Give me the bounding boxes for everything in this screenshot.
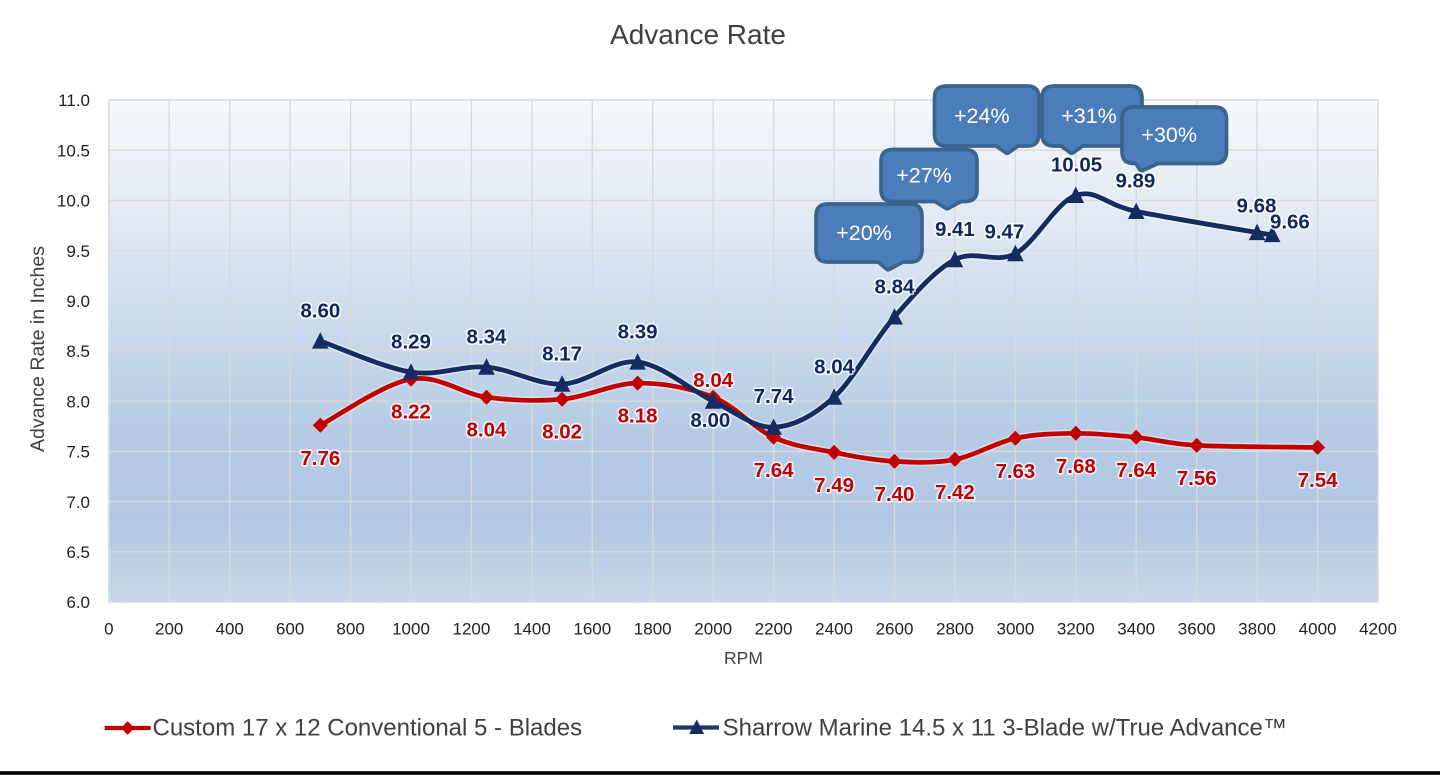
svg-text:400: 400	[216, 619, 244, 638]
svg-text:8.34: 8.34	[467, 326, 507, 349]
svg-text:8.29: 8.29	[391, 331, 431, 354]
svg-text:9.89: 9.89	[1115, 170, 1155, 193]
svg-text:4000: 4000	[1299, 619, 1337, 638]
svg-text:+24%: +24%	[954, 104, 1010, 128]
svg-text:800: 800	[336, 619, 364, 638]
svg-text:8.39: 8.39	[618, 321, 658, 344]
svg-text:10.0: 10.0	[57, 192, 90, 211]
svg-text:7.74: 7.74	[754, 385, 794, 408]
svg-text:1600: 1600	[573, 619, 611, 638]
svg-text:3800: 3800	[1238, 619, 1276, 638]
svg-text:7.64: 7.64	[754, 459, 794, 482]
svg-text:+30%: +30%	[1141, 123, 1197, 147]
svg-text:3600: 3600	[1178, 619, 1216, 638]
svg-text:2800: 2800	[936, 619, 974, 638]
svg-text:200: 200	[155, 619, 183, 638]
svg-text:7.5: 7.5	[66, 443, 90, 462]
svg-text:7.54: 7.54	[1298, 469, 1338, 492]
svg-text:1200: 1200	[452, 619, 490, 638]
svg-text:8.17: 8.17	[542, 343, 582, 366]
svg-text:7.76: 7.76	[300, 447, 340, 470]
svg-text:7.68: 7.68	[1056, 455, 1096, 478]
svg-text:10.5: 10.5	[57, 141, 90, 160]
svg-text:7.56: 7.56	[1177, 467, 1217, 490]
svg-text:9.68: 9.68	[1237, 195, 1277, 218]
svg-text:11.0: 11.0	[58, 91, 90, 110]
svg-text:8.84: 8.84	[875, 275, 915, 298]
svg-text:2600: 2600	[876, 619, 914, 638]
svg-text:8.04: 8.04	[693, 369, 733, 392]
svg-text:7.42: 7.42	[935, 481, 975, 504]
svg-text:7.49: 7.49	[814, 474, 854, 497]
svg-text:3200: 3200	[1057, 619, 1095, 638]
svg-text:10.05: 10.05	[1051, 154, 1102, 177]
svg-text:8.02: 8.02	[542, 421, 582, 444]
svg-text:4200: 4200	[1359, 619, 1397, 638]
svg-text:8.22: 8.22	[391, 401, 431, 424]
svg-text:2400: 2400	[815, 619, 853, 638]
svg-text:0: 0	[104, 619, 113, 638]
svg-text:9.66: 9.66	[1270, 211, 1310, 234]
svg-text:1800: 1800	[634, 619, 672, 638]
svg-text:8.0: 8.0	[66, 392, 90, 411]
svg-text:7.64: 7.64	[1116, 459, 1156, 482]
svg-text:+27%: +27%	[896, 164, 952, 188]
svg-text:9.47: 9.47	[984, 221, 1024, 244]
svg-text:+20%: +20%	[836, 221, 892, 245]
svg-text:7.63: 7.63	[995, 460, 1035, 483]
svg-text:9.5: 9.5	[66, 242, 90, 261]
svg-text:600: 600	[276, 619, 304, 638]
svg-text:6.5: 6.5	[66, 543, 90, 562]
svg-text:7.0: 7.0	[66, 493, 90, 512]
svg-text:8.18: 8.18	[618, 405, 658, 428]
svg-text:2000: 2000	[694, 619, 732, 638]
svg-text:8.00: 8.00	[690, 409, 730, 432]
svg-text:1000: 1000	[392, 619, 430, 638]
svg-text:3400: 3400	[1117, 619, 1155, 638]
svg-text:7.40: 7.40	[875, 483, 915, 506]
svg-text:1400: 1400	[513, 619, 551, 638]
svg-text:Custom 17 x 12 Conventional 5: Custom 17 x 12 Conventional 5 - Blades	[153, 715, 583, 742]
svg-text:9.0: 9.0	[66, 292, 90, 311]
svg-text:+31%: +31%	[1061, 104, 1117, 128]
svg-text:2200: 2200	[755, 619, 793, 638]
svg-text:8.04: 8.04	[467, 419, 507, 442]
svg-text:Advance Rate: Advance Rate	[610, 19, 786, 50]
svg-text:Sharrow Marine 14.5 x 11 3-Bla: Sharrow Marine 14.5 x 11 3-Blade w/True …	[723, 715, 1287, 742]
svg-text:9.41: 9.41	[935, 218, 975, 241]
svg-text:6.0: 6.0	[66, 593, 90, 612]
svg-text:8.60: 8.60	[300, 300, 340, 323]
svg-text:RPM: RPM	[724, 648, 763, 668]
svg-text:8.04: 8.04	[814, 356, 854, 379]
svg-text:3000: 3000	[996, 619, 1034, 638]
svg-text:Advance Rate in Inches: Advance Rate in Inches	[27, 246, 49, 452]
svg-text:8.5: 8.5	[66, 342, 90, 361]
